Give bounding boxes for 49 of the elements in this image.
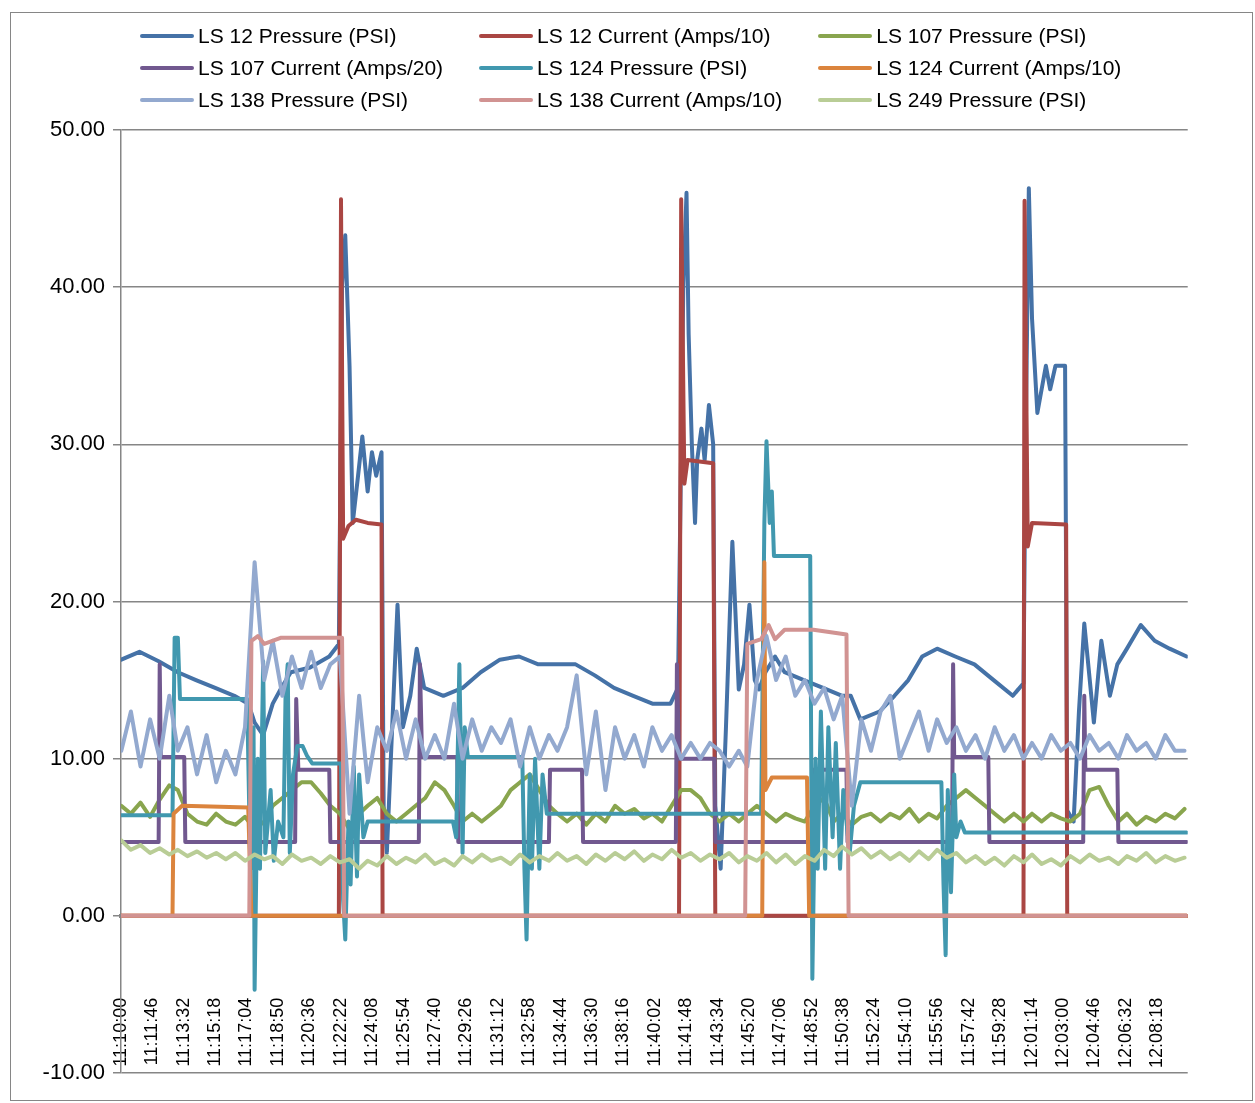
x-tick-label: 11:20:36 [298,997,319,1067]
legend-label: LS 138 Current (Amps/10) [537,88,783,112]
x-tick-label: 11:50:38 [832,997,853,1067]
x-tick-label: 12:06:32 [1114,997,1135,1068]
x-tick-label: 11:34:44 [549,997,570,1067]
y-tick-label: 10.00 [49,744,105,770]
legend-label: LS 124 Pressure (PSI) [537,56,748,80]
legend-label: LS 12 Pressure (PSI) [198,24,397,48]
x-tick-label: 11:36:30 [580,997,601,1067]
x-tick-label: 11:45:20 [737,997,758,1067]
x-tick-label: 11:43:34 [706,997,727,1067]
y-tick-label: 30.00 [49,430,105,456]
x-tick-label: 11:29:26 [455,997,476,1067]
x-tick-label: 11:32:58 [518,997,539,1067]
y-tick-label: 0.00 [62,901,105,927]
x-tick-label: 11:47:06 [769,997,790,1067]
x-tick-label: 11:18:50 [266,997,287,1067]
x-tick-label: 12:04:46 [1083,997,1104,1068]
legend-label: LS 138 Pressure (PSI) [198,88,409,112]
legend-label: LS 12 Current (Amps/10) [537,24,771,48]
y-tick-label: -10.00 [42,1059,105,1085]
x-tick-label: 11:59:28 [989,997,1010,1067]
x-tick-label: 11:54:10 [894,997,915,1067]
legend-label: LS 107 Pressure (PSI) [876,24,1087,48]
x-tick-label: 11:15:18 [204,997,225,1067]
x-tick-label: 11:27:40 [423,997,444,1067]
x-tick-label: 11:55:56 [926,997,947,1067]
y-tick-label: 50.00 [49,116,105,142]
x-tick-label: 11:40:02 [643,997,664,1067]
legend-label: LS 107 Current (Amps/20) [198,56,444,80]
legend-label: LS 249 Pressure (PSI) [876,88,1087,112]
x-tick-label: 11:38:16 [612,997,633,1067]
x-tick-label: 12:03:00 [1051,997,1072,1068]
x-tick-label: 11:17:04 [235,997,256,1067]
x-tick-label: 12:08:18 [1146,997,1167,1068]
y-tick-label: 40.00 [49,273,105,299]
x-tick-label: 11:31:12 [486,997,507,1067]
x-tick-label: 11:57:42 [957,997,978,1067]
x-tick-label: 11:11:46 [141,997,162,1066]
x-tick-label: 12:01:14 [1020,997,1041,1068]
x-tick-label: 11:13:32 [172,997,193,1067]
x-tick-label: 11:24:08 [361,997,382,1067]
x-tick-label: 11:41:48 [675,997,696,1067]
x-tick-label: 11:22:22 [329,997,350,1067]
x-tick-label: 11:25:54 [392,997,413,1067]
y-tick-label: 20.00 [49,587,105,613]
x-tick-label: 11:48:52 [800,997,821,1067]
legend-label: LS 124 Current (Amps/10) [876,56,1122,80]
x-tick-label: 11:52:24 [863,997,884,1067]
